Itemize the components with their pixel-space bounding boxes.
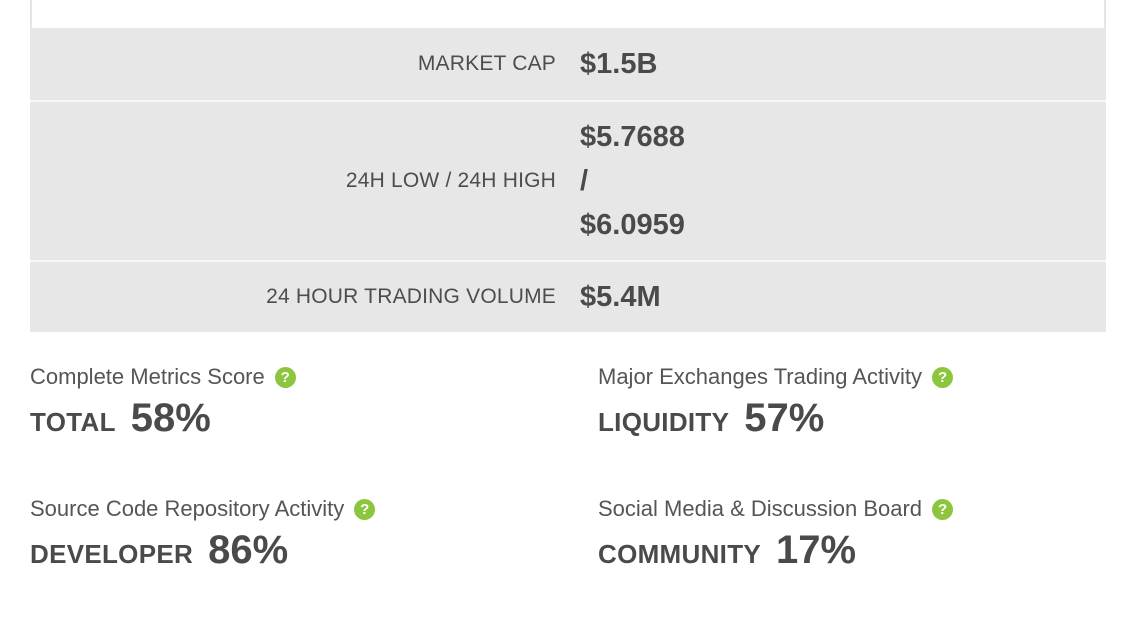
stat-row-volume: 24 HOUR TRADING VOLUME $5.4M	[30, 262, 1106, 332]
metric-community-name: COMMUNITY	[598, 539, 762, 569]
metric-developer-name: DEVELOPER	[30, 539, 194, 569]
metric-developer-score: DEVELOPER 86%	[30, 528, 570, 573]
stat-row-market-cap: MARKET CAP $1.5B	[30, 28, 1106, 102]
range-24h-separator: /	[580, 165, 589, 197]
question-circle-icon[interactable]: ?	[932, 366, 954, 388]
range-24h-low: $5.7688	[580, 121, 685, 153]
metric-community-description-row: Social Media & Discussion Board ?	[598, 494, 1136, 524]
market-cap-label: MARKET CAP	[417, 52, 556, 75]
range-24h-high: $6.0959	[580, 209, 685, 241]
metric-total-description: Complete Metrics Score	[30, 364, 265, 389]
market-cap-value: $1.5B	[580, 48, 658, 80]
metric-liquidity-description: Major Exchanges Trading Activity	[598, 364, 923, 389]
metric-developer-description-row: Source Code Repository Activity ?	[30, 494, 570, 524]
metric-total-percent: 58%	[130, 396, 211, 440]
question-circle-icon[interactable]: ?	[274, 366, 296, 388]
volume-24h-label: 24 HOUR TRADING VOLUME	[266, 285, 556, 308]
stat-row-24h-range: 24H LOW / 24H HIGH $5.7688 / $6.0959	[30, 102, 1106, 262]
metric-total: Complete Metrics Score ? TOTAL 58%	[30, 362, 570, 441]
metric-developer: Source Code Repository Activity ? DEVELO…	[30, 494, 570, 573]
top-panel-edge	[30, 0, 1106, 28]
price-stats-table: MARKET CAP $1.5B 24H LOW / 24H HIGH $5.7…	[30, 28, 1106, 332]
metric-community-percent: 17%	[776, 528, 857, 572]
metric-community: Social Media & Discussion Board ? COMMUN…	[598, 494, 1136, 573]
metric-liquidity-name: LIQUIDITY	[598, 407, 730, 437]
metric-liquidity-description-row: Major Exchanges Trading Activity ?	[598, 362, 1136, 392]
metric-total-name: TOTAL	[30, 407, 116, 437]
metric-community-description: Social Media & Discussion Board	[598, 496, 923, 521]
metric-total-description-row: Complete Metrics Score ?	[30, 362, 570, 392]
metric-total-score: TOTAL 58%	[30, 396, 570, 441]
metric-liquidity-percent: 57%	[744, 396, 825, 440]
question-circle-icon[interactable]: ?	[354, 498, 376, 520]
range-24h-value: $5.7688 / $6.0959	[580, 115, 685, 247]
metric-developer-percent: 86%	[208, 528, 289, 572]
metric-liquidity: Major Exchanges Trading Activity ? LIQUI…	[598, 362, 1136, 441]
question-circle-icon[interactable]: ?	[932, 498, 954, 520]
metric-community-score: COMMUNITY 17%	[598, 528, 1136, 573]
range-24h-label: 24H LOW / 24H HIGH	[345, 169, 556, 192]
volume-24h-value: $5.4M	[580, 281, 661, 313]
metric-developer-description: Source Code Repository Activity	[30, 496, 345, 521]
metric-liquidity-score: LIQUIDITY 57%	[598, 396, 1136, 441]
